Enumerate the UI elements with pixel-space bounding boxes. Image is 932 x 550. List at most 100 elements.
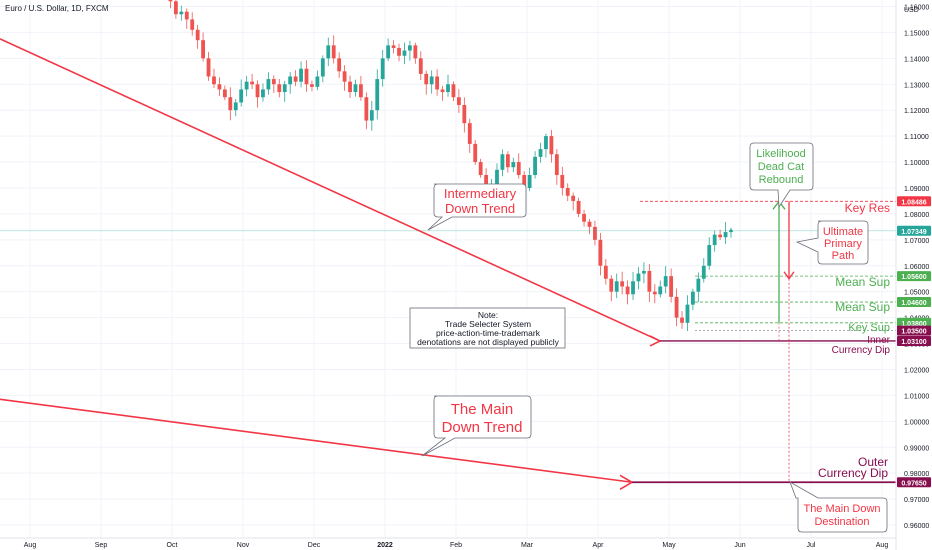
candle-body: [429, 76, 434, 85]
candle-body: [359, 84, 363, 98]
inner-label: Inner: [867, 335, 890, 346]
main-trend-callout: The Main Down Trend: [421, 395, 532, 457]
main-trend-line: [0, 398, 633, 484]
candle-body: [277, 84, 282, 93]
time-tick-label: Feb: [450, 542, 462, 549]
ultimate-line1: Ultimate: [823, 226, 863, 238]
candle-body: [620, 281, 625, 287]
candle-body: [511, 162, 516, 168]
candle-body: [631, 281, 635, 295]
candle-body: [173, 1, 178, 15]
candle-body: [217, 84, 222, 90]
time-tick-label: Jun: [734, 542, 745, 549]
candle-body: [674, 296, 679, 318]
candle-body: [636, 273, 641, 282]
candle-body: [315, 76, 320, 87]
symbol-title: Euro / U.S. Dollar, 1D, FXCM: [5, 4, 109, 13]
price-tick-label: 0.99000: [904, 445, 929, 452]
main-trend-line2: Down Trend: [442, 419, 523, 436]
candle-body: [424, 73, 429, 85]
price-tick-label: 1.10000: [904, 160, 929, 167]
candle-body: [467, 123, 472, 144]
key-res-label: Key Res: [845, 201, 890, 215]
note-line4: denotations are not displayed publicly: [417, 337, 560, 347]
likelihood-line3: Rebound: [759, 174, 804, 186]
level-badges: 1.08486 1.07349 1.05600 1.04600 1.038001.035…: [897, 196, 931, 488]
price-tick-label: 1.15000: [904, 30, 929, 37]
time-tick-label: Nov: [237, 542, 250, 549]
candle-body: [190, 19, 195, 30]
candle-body: [516, 162, 521, 176]
candle-body: [554, 154, 559, 176]
outer-label-line2: Currency Dip: [818, 466, 888, 480]
key-sup-badge-text: 1.03800: [901, 321, 926, 328]
candle-body: [413, 45, 418, 59]
candles: [168, 0, 733, 332]
currency-label: USD: [904, 7, 919, 14]
candle-body: [288, 76, 293, 85]
time-tick-label: Sep: [95, 542, 108, 549]
destination-callout: The Main Down Destination: [789, 481, 888, 533]
candle-body: [293, 76, 298, 82]
price-tick-label: 1.01000: [904, 393, 929, 400]
candle-body: [701, 265, 706, 279]
intermediary-trend-callout: Intermediary Down Trend: [427, 183, 527, 231]
time-tick-label: May: [662, 542, 676, 549]
mean-sup-2-badge: [897, 297, 931, 308]
candle-body: [397, 47, 401, 56]
candle-body: [244, 81, 249, 90]
candle-body: [658, 286, 663, 295]
candle-body: [614, 281, 619, 292]
price-tick-label: 1.07000: [904, 238, 929, 245]
candle-body: [179, 11, 184, 15]
candle-body: [299, 68, 303, 82]
time-tick-label: Dec: [308, 542, 321, 549]
price-tick-label: 0.98000: [904, 471, 929, 478]
intermediary-trend-line1: Intermediary: [444, 186, 517, 201]
candle-body: [320, 58, 325, 77]
key-sup-badge: [897, 317, 931, 328]
key-res-badge-text: 1.08486: [901, 199, 926, 206]
currency-dip-badge: [897, 335, 931, 346]
destination-line2: Destination: [814, 516, 869, 528]
candle-body: [266, 79, 271, 90]
candle-body: [647, 270, 652, 292]
current-price-badge: [897, 225, 931, 236]
candle-body: [326, 45, 331, 59]
candle-body: [310, 84, 314, 87]
candle-body: [282, 84, 287, 93]
candle-body: [723, 232, 728, 238]
candle-body: [348, 81, 352, 93]
time-tick-label: Aug: [24, 542, 37, 549]
candle-body: [565, 187, 570, 196]
candle-body: [440, 89, 445, 93]
candle-body: [380, 58, 385, 80]
candle-body: [652, 291, 657, 295]
price-tick-label: 1.06000: [904, 264, 929, 271]
candle-body: [538, 149, 543, 157]
candle-body: [418, 58, 423, 74]
mean-sup-1-badge: [897, 271, 931, 282]
candle-body: [582, 213, 586, 222]
candle-body: [369, 110, 374, 121]
likelihood-callout: Likelihood Dead Cat Rebound: [749, 142, 814, 209]
price-tick-label: 1.09000: [904, 186, 929, 193]
intermediary-trend-line: [0, 38, 661, 342]
candle-body: [195, 29, 200, 41]
candle-body: [402, 50, 407, 56]
price-tick-label: 0.97000: [904, 497, 929, 504]
candle-body: [233, 102, 238, 111]
candle-body: [527, 175, 532, 188]
price-axis[interactable]: 0.96000 0.97000 0.98000 0.99000 1.00000 1.010…: [904, 4, 929, 530]
mean-sup-2-badge-text: 1.04600: [901, 300, 926, 307]
key-sup-label: Key Sup: [848, 322, 890, 334]
price-tick-label: 1.02000: [904, 367, 929, 374]
ultimate-line3: Path: [832, 250, 855, 262]
likelihood-line1: Likelihood: [756, 148, 806, 160]
candle-body: [696, 278, 701, 292]
candle-body: [680, 317, 684, 323]
candle-body: [707, 245, 712, 266]
outer-dip-badge-text: 0.97650: [901, 480, 926, 487]
time-axis[interactable]: Aug Sep Oct Nov Dec 2022 Feb Mar Apr May Jun Jul Aug: [24, 542, 889, 549]
